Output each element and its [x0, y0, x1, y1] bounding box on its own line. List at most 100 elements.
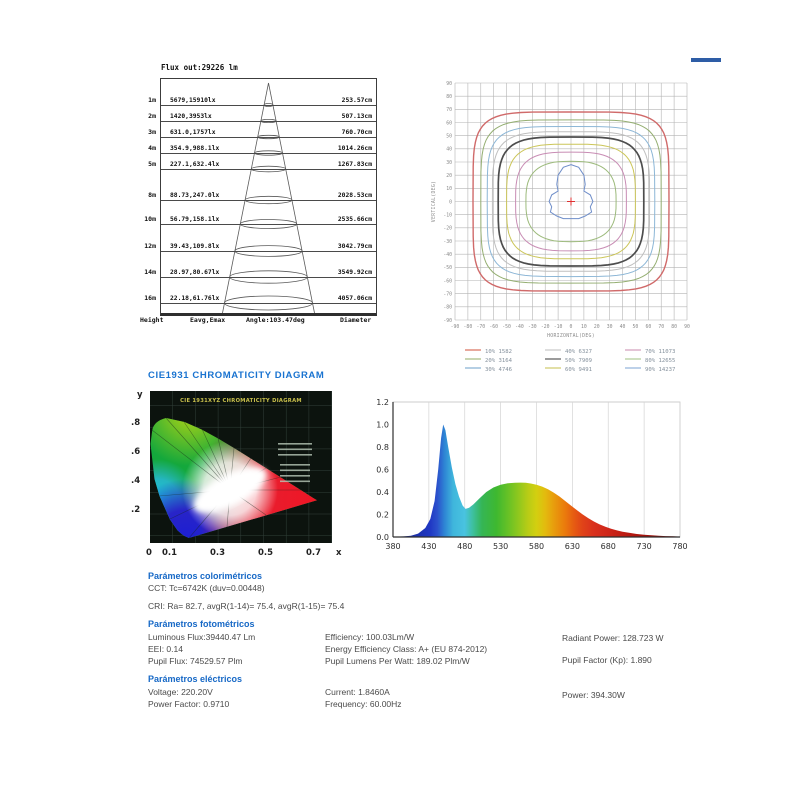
cie-chromaticity-diagram: CIE 1931XYZ CHROMATICITY DIAGRAM — [150, 391, 332, 543]
legend-label: 60% 9491 — [565, 367, 592, 373]
cone-height-label: 4m — [148, 144, 156, 152]
cone-footer-angle: Angle:103.47deg — [246, 316, 305, 324]
contour-legend-item: 30% 4746 — [465, 358, 512, 376]
cone-diameter-value: 2028.53cm — [337, 192, 372, 199]
svg-text:70: 70 — [446, 107, 452, 113]
legend-line-swatch — [545, 367, 561, 369]
svg-text:-10: -10 — [554, 324, 563, 330]
spectrum-chart: 380 430 480 530 580 630 680 730 780 1.2 1.0 0.8 0.6 0… — [376, 398, 687, 551]
svg-text:-60: -60 — [489, 324, 498, 330]
legend-line-swatch — [625, 358, 641, 360]
legend-label: 40% 6327 — [565, 349, 592, 355]
cie-white-body-core — [202, 473, 258, 507]
svg-text:80: 80 — [446, 94, 452, 100]
cie-x-tick: x — [336, 548, 342, 558]
contour-legend: 10% 1582 20% 3164 30% 4746 40% 6327 50% 7909… — [465, 340, 705, 373]
cone-eavg-emax-value: 227.1,632.4lx — [170, 161, 220, 168]
top-rule-line — [691, 58, 721, 62]
cone-diameter-value: 3042.79cm — [337, 243, 372, 250]
svg-text:680: 680 — [601, 542, 616, 551]
svg-text:30: 30 — [607, 324, 613, 330]
svg-text:-20: -20 — [443, 226, 452, 232]
cone-row-line — [161, 277, 376, 278]
svg-text:480: 480 — [457, 542, 472, 551]
radiant-power: Radiant Power: 128.723 W — [562, 633, 664, 643]
contour-legend-item: 70% 11073 — [625, 340, 675, 358]
svg-text:VERTICAL(DEG): VERTICAL(DEG) — [431, 181, 437, 222]
cone-flux-title: Flux out:29226 lm — [161, 63, 238, 72]
cct-value: CCT: Tc=6742K (duv=0.00448) — [148, 583, 265, 593]
svg-text:90: 90 — [684, 324, 690, 330]
cone-row-line — [161, 200, 376, 201]
heading-photometric: Parámetros fotométricos — [148, 619, 255, 629]
heading-electrical: Parámetros eléctricos — [148, 674, 243, 684]
svg-text:-40: -40 — [443, 252, 452, 258]
legend-label: 50% 7909 — [565, 358, 592, 364]
cone-diameter-value: 253.57cm — [341, 97, 372, 104]
cie-diagram-canvas: CIE 1931XYZ CHROMATICITY DIAGRAM — [150, 391, 332, 543]
svg-text:0.2: 0.2 — [376, 511, 389, 520]
legend-label: 30% 4746 — [485, 367, 512, 373]
eei: EEI: 0.14 — [148, 644, 183, 654]
legend-label: 90% 14237 — [645, 367, 676, 373]
legend-line-swatch — [465, 358, 481, 360]
cie-x-tick: 0 — [146, 548, 152, 558]
cie-x-tick: 0.5 — [258, 548, 274, 558]
cone-diameter-value: 1014.26cm — [337, 145, 372, 152]
cie-y-tick: .2 — [131, 505, 141, 515]
svg-text:-70: -70 — [476, 324, 485, 330]
power-factor: Power Factor: 0.9710 — [148, 699, 230, 709]
contour-legend-item: 20% 3164 — [465, 349, 512, 367]
cone-diameter-value: 507.13cm — [341, 113, 372, 120]
svg-text:10: 10 — [581, 324, 587, 330]
svg-text:-20: -20 — [541, 324, 550, 330]
cone-row-line — [161, 251, 376, 252]
svg-text:-30: -30 — [443, 239, 452, 245]
cie-heading: CIE1931 CHROMATICITY DIAGRAM — [148, 370, 325, 381]
svg-text:40: 40 — [446, 147, 452, 153]
svg-text:780: 780 — [672, 542, 687, 551]
cone-eavg-emax-value: 354.9,988.1lx — [170, 145, 220, 152]
svg-text:630: 630 — [565, 542, 580, 551]
luminous-flux: Luminous Flux:39440.47 Lm — [148, 632, 256, 642]
cone-eavg-emax-value: 28.97,80.67lx — [170, 269, 220, 276]
pupil-lumens-per-watt: Pupil Lumens Per Watt: 189.02 Plm/W — [325, 656, 470, 666]
cone-eavg-emax-value: 56.79,158.1lx — [170, 216, 220, 223]
svg-text:-90: -90 — [443, 318, 452, 324]
svg-text:-70: -70 — [443, 291, 452, 297]
power: Power: 394.30W — [562, 690, 625, 700]
cone-row-line — [161, 137, 376, 138]
svg-text:90: 90 — [446, 81, 452, 87]
cone-height-label: 16m — [144, 294, 156, 302]
voltage: Voltage: 220.20V — [148, 687, 213, 697]
svg-text:50: 50 — [446, 133, 452, 139]
cie-x-tick: 0.3 — [210, 548, 226, 558]
energy-class: Energy Efficiency Class: A+ (EU 874-2012… — [325, 644, 488, 654]
svg-text:80: 80 — [671, 324, 677, 330]
svg-text:60: 60 — [645, 324, 651, 330]
cie-y-tick: y — [137, 390, 143, 400]
legend-line-swatch — [625, 367, 641, 369]
contour-legend-item: 60% 9491 — [545, 358, 592, 376]
cone-diameter-value: 760.70cm — [341, 129, 372, 136]
heading-colorimetric: Parámetros colorimétricos — [148, 571, 263, 581]
svg-text:380: 380 — [385, 542, 400, 551]
frequency: Frequency: 60.00Hz — [325, 699, 402, 709]
svg-text:20: 20 — [446, 173, 452, 179]
cone-footer-height: Height — [140, 316, 164, 324]
cone-diameter-value: 2535.66cm — [337, 216, 372, 223]
svg-text:-90: -90 — [451, 324, 460, 330]
svg-text:HORIZONTAL(DEG): HORIZONTAL(DEG) — [547, 333, 595, 339]
svg-text:-10: -10 — [443, 212, 452, 218]
cone-eavg-emax-value: 5679,15910lx — [170, 97, 216, 104]
cone-diagram: 5679,15910lx 253.57cm 1420,3953lx 507.13cm 6… — [160, 78, 377, 316]
svg-text:-50: -50 — [443, 265, 452, 271]
svg-text:-40: -40 — [515, 324, 524, 330]
svg-text:10: 10 — [446, 186, 452, 192]
legend-label: 80% 12655 — [645, 358, 676, 364]
legend-label: 20% 3164 — [485, 358, 512, 364]
cone-height-label: 10m — [144, 215, 156, 223]
cone-diameter-value: 4057.06cm — [337, 295, 372, 302]
svg-text:-30: -30 — [528, 324, 537, 330]
legend-line-swatch — [545, 358, 561, 360]
